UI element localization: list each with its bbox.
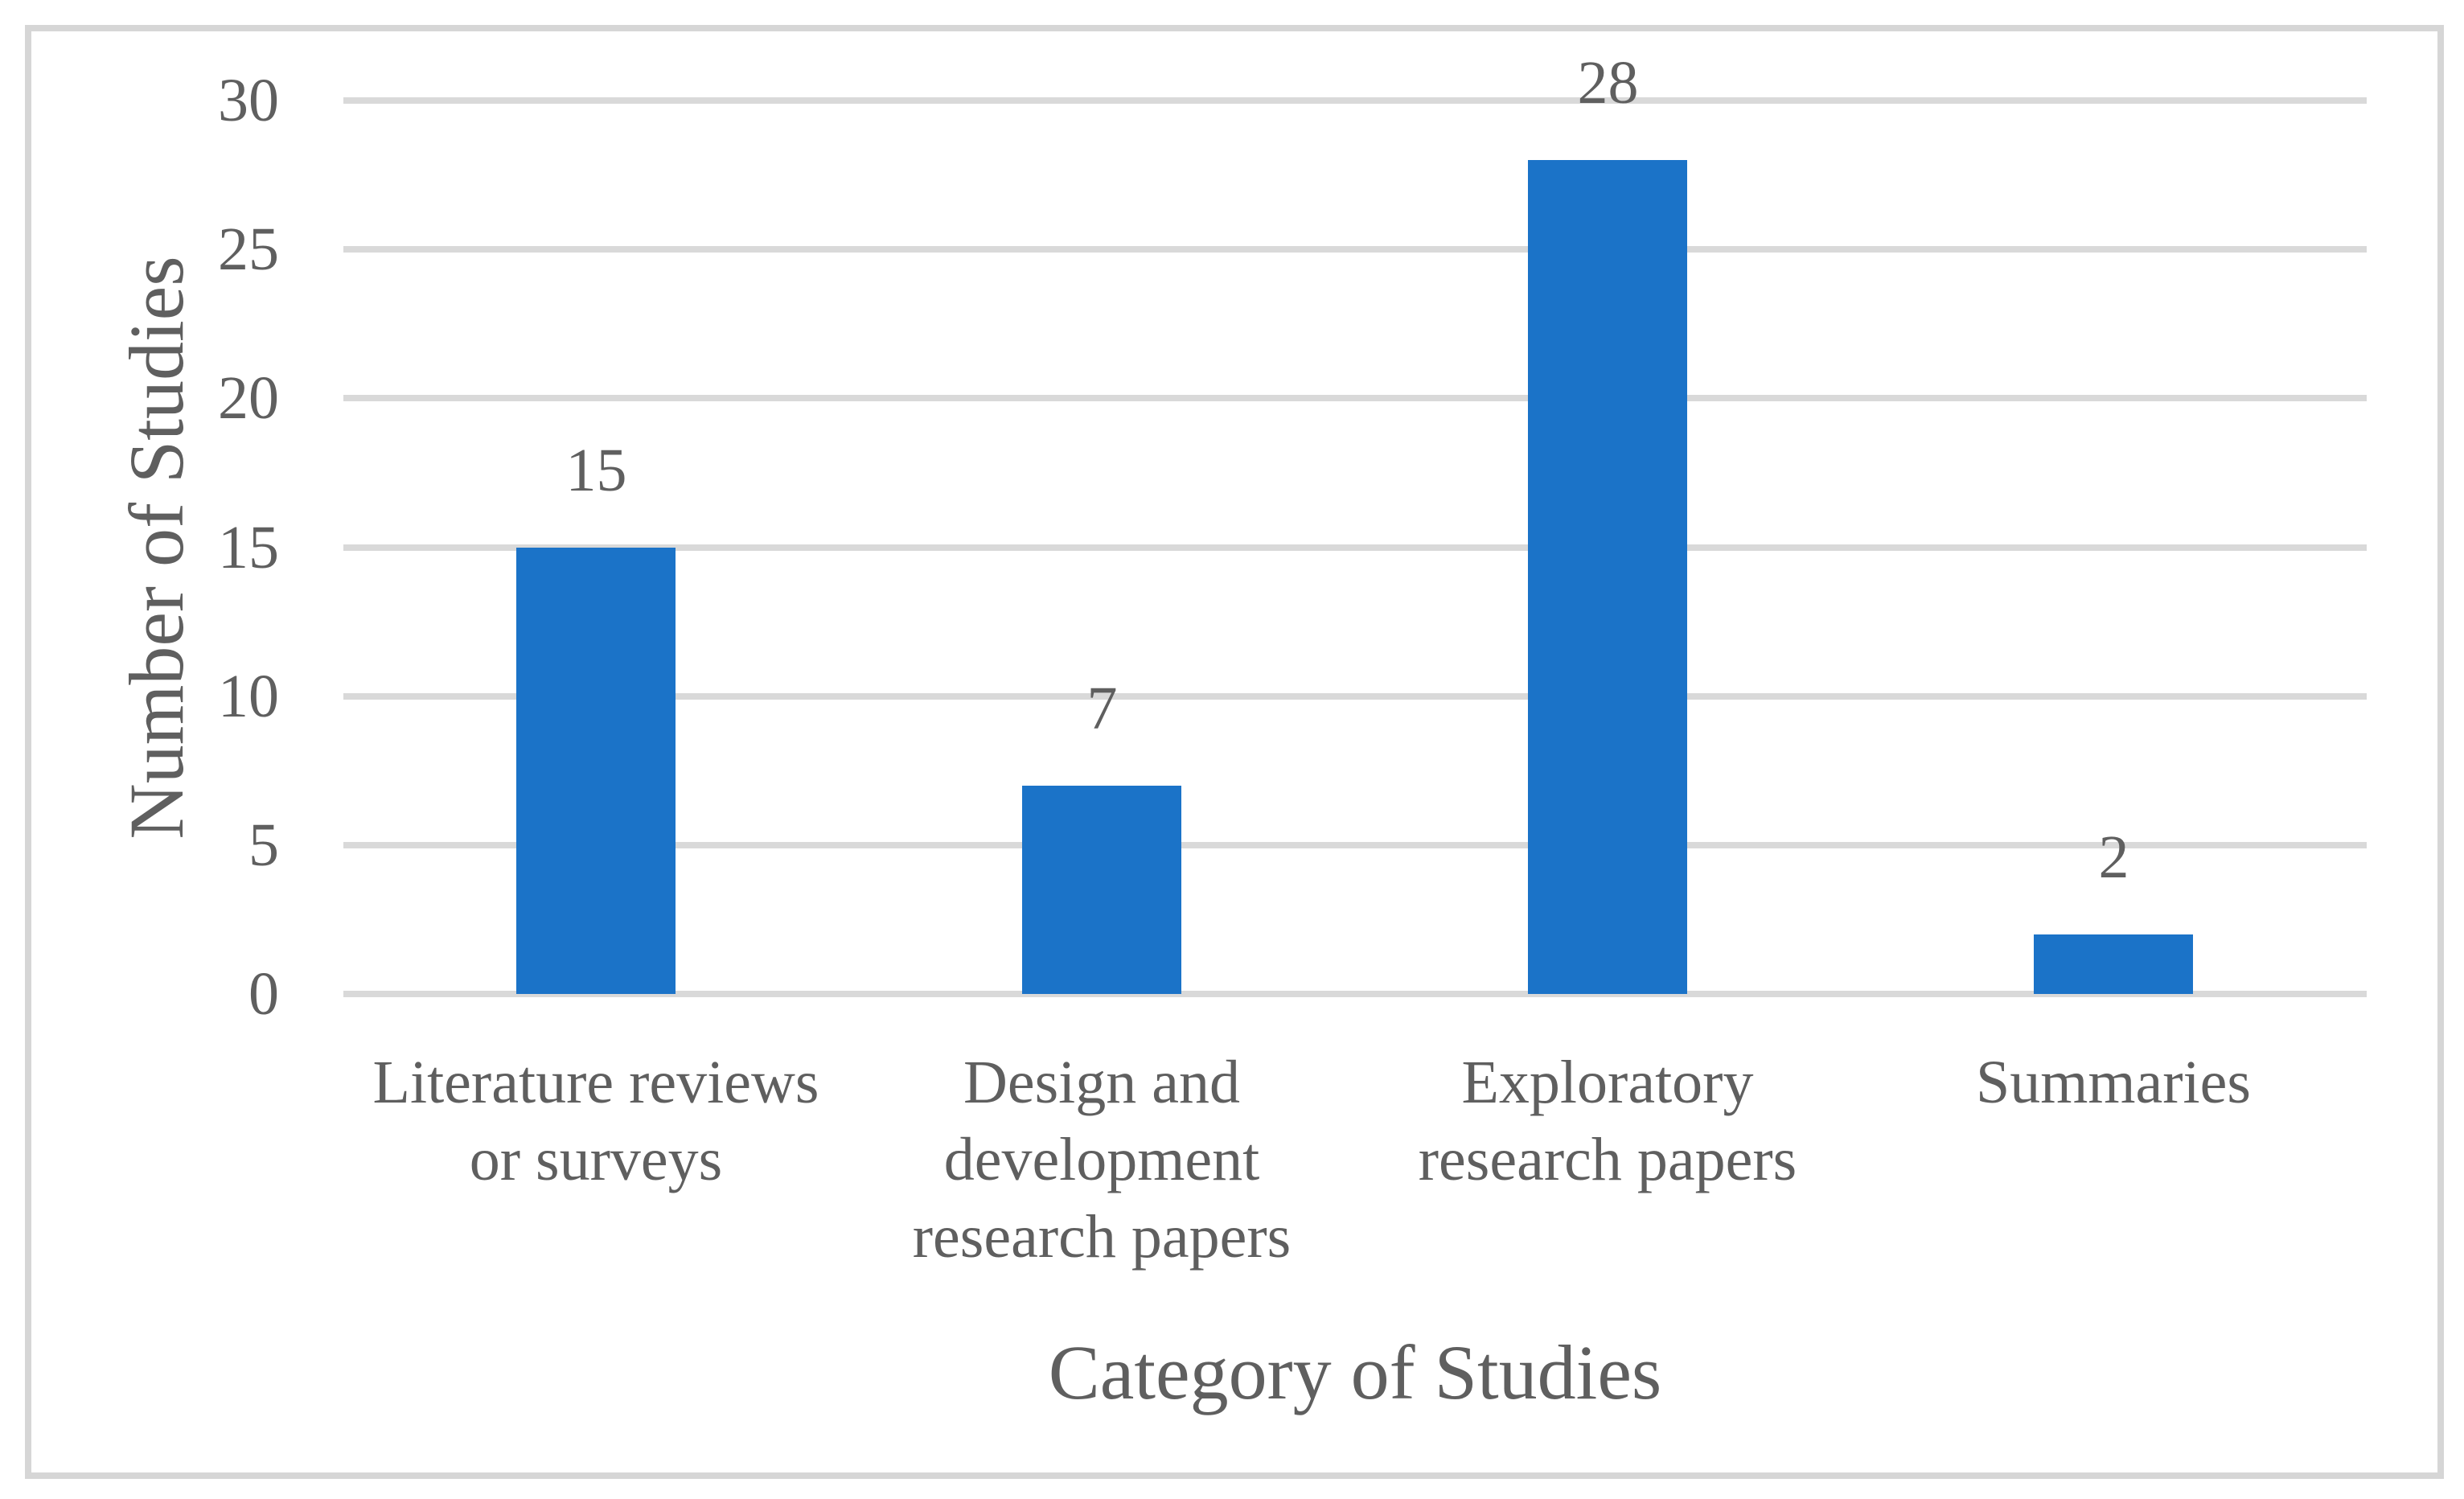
gridline-25 [343, 246, 2367, 253]
chart-frame [25, 25, 2444, 1479]
data-label-exploratory: 28 [1577, 49, 1639, 117]
y-tick-0: 0 [248, 960, 279, 1028]
category-label-exploratory: Exploratory research papers [1418, 1049, 1797, 1193]
gridline-20 [343, 395, 2367, 401]
category-slot-literature-reviews: 15 Literature reviews or surveys [343, 101, 849, 1194]
gridline-baseline [343, 991, 2367, 997]
data-label-design-development: 7 [1086, 674, 1118, 742]
x-axis-title: Category of Studies [1048, 1329, 1662, 1415]
category-slot-exploratory: 28 Exploratory research papers [1355, 51, 1861, 1193]
y-tick-10: 10 [218, 663, 279, 730]
gridline-5 [343, 842, 2367, 848]
bar-literature-reviews [516, 547, 676, 994]
category-slot-summaries: 2 Summaries [1861, 101, 2367, 1116]
y-tick-15: 15 [218, 514, 279, 581]
gridline-15 [343, 544, 2367, 551]
plot-area [343, 97, 2367, 997]
category-slot-design-development: 7 Design and development research papers [849, 101, 1355, 1271]
category-label-literature-reviews: Literature reviews or surveys [372, 1049, 819, 1193]
bar-design-development [1022, 785, 1181, 994]
gridline-10 [343, 693, 2367, 700]
y-tick-30: 30 [218, 67, 279, 134]
bar-exploratory [1528, 160, 1687, 994]
data-label-summaries: 2 [2098, 823, 2129, 891]
y-tick-20: 20 [218, 364, 279, 432]
category-label-summaries: Summaries [1976, 1049, 2251, 1116]
category-label-design-development: Design and development research papers [912, 1049, 1292, 1271]
gridline-30 [343, 97, 2367, 104]
y-tick-5: 5 [248, 811, 279, 879]
bar-summaries [2034, 934, 2193, 994]
y-tick-25: 25 [218, 216, 279, 283]
data-label-literature-reviews: 15 [565, 436, 627, 504]
